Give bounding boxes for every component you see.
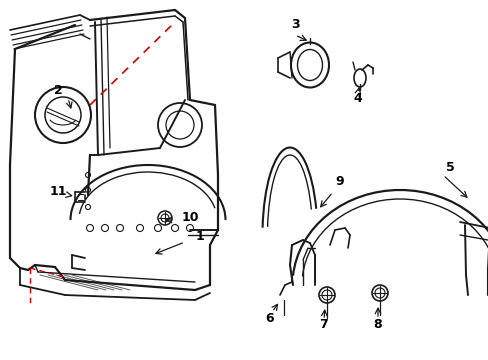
Text: 1: 1 (195, 230, 204, 243)
Text: 6: 6 (265, 311, 274, 324)
Text: 9: 9 (335, 175, 344, 189)
Text: 10: 10 (181, 211, 198, 225)
Text: 7: 7 (319, 319, 328, 332)
Text: 3: 3 (290, 18, 299, 31)
Text: 5: 5 (445, 162, 453, 175)
Text: 8: 8 (373, 318, 382, 330)
Text: 4: 4 (353, 91, 362, 104)
Text: 11: 11 (49, 185, 67, 198)
Text: 2: 2 (54, 84, 62, 96)
